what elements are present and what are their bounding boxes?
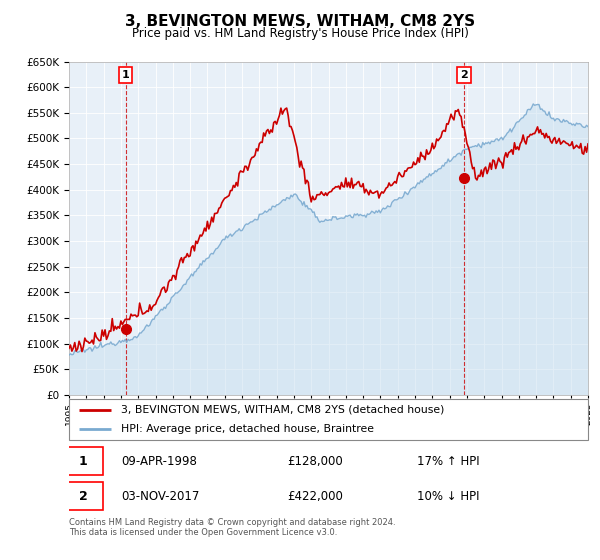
- Text: Price paid vs. HM Land Registry's House Price Index (HPI): Price paid vs. HM Land Registry's House …: [131, 27, 469, 40]
- FancyBboxPatch shape: [69, 399, 588, 440]
- Text: 1: 1: [122, 70, 130, 80]
- Text: 2: 2: [460, 70, 468, 80]
- Text: 10% ↓ HPI: 10% ↓ HPI: [417, 490, 479, 503]
- Text: £422,000: £422,000: [287, 490, 343, 503]
- Text: 2: 2: [79, 490, 88, 503]
- Text: Contains HM Land Registry data © Crown copyright and database right 2024.
This d: Contains HM Land Registry data © Crown c…: [69, 518, 395, 538]
- Text: 3, BEVINGTON MEWS, WITHAM, CM8 2YS: 3, BEVINGTON MEWS, WITHAM, CM8 2YS: [125, 14, 475, 29]
- FancyBboxPatch shape: [64, 447, 103, 475]
- Text: 03-NOV-2017: 03-NOV-2017: [121, 490, 199, 503]
- Text: 3, BEVINGTON MEWS, WITHAM, CM8 2YS (detached house): 3, BEVINGTON MEWS, WITHAM, CM8 2YS (deta…: [121, 405, 444, 415]
- Text: 1: 1: [79, 455, 88, 468]
- Text: 09-APR-1998: 09-APR-1998: [121, 455, 197, 468]
- Text: 17% ↑ HPI: 17% ↑ HPI: [417, 455, 479, 468]
- FancyBboxPatch shape: [64, 482, 103, 510]
- Text: £128,000: £128,000: [287, 455, 343, 468]
- Text: HPI: Average price, detached house, Braintree: HPI: Average price, detached house, Brai…: [121, 424, 374, 434]
